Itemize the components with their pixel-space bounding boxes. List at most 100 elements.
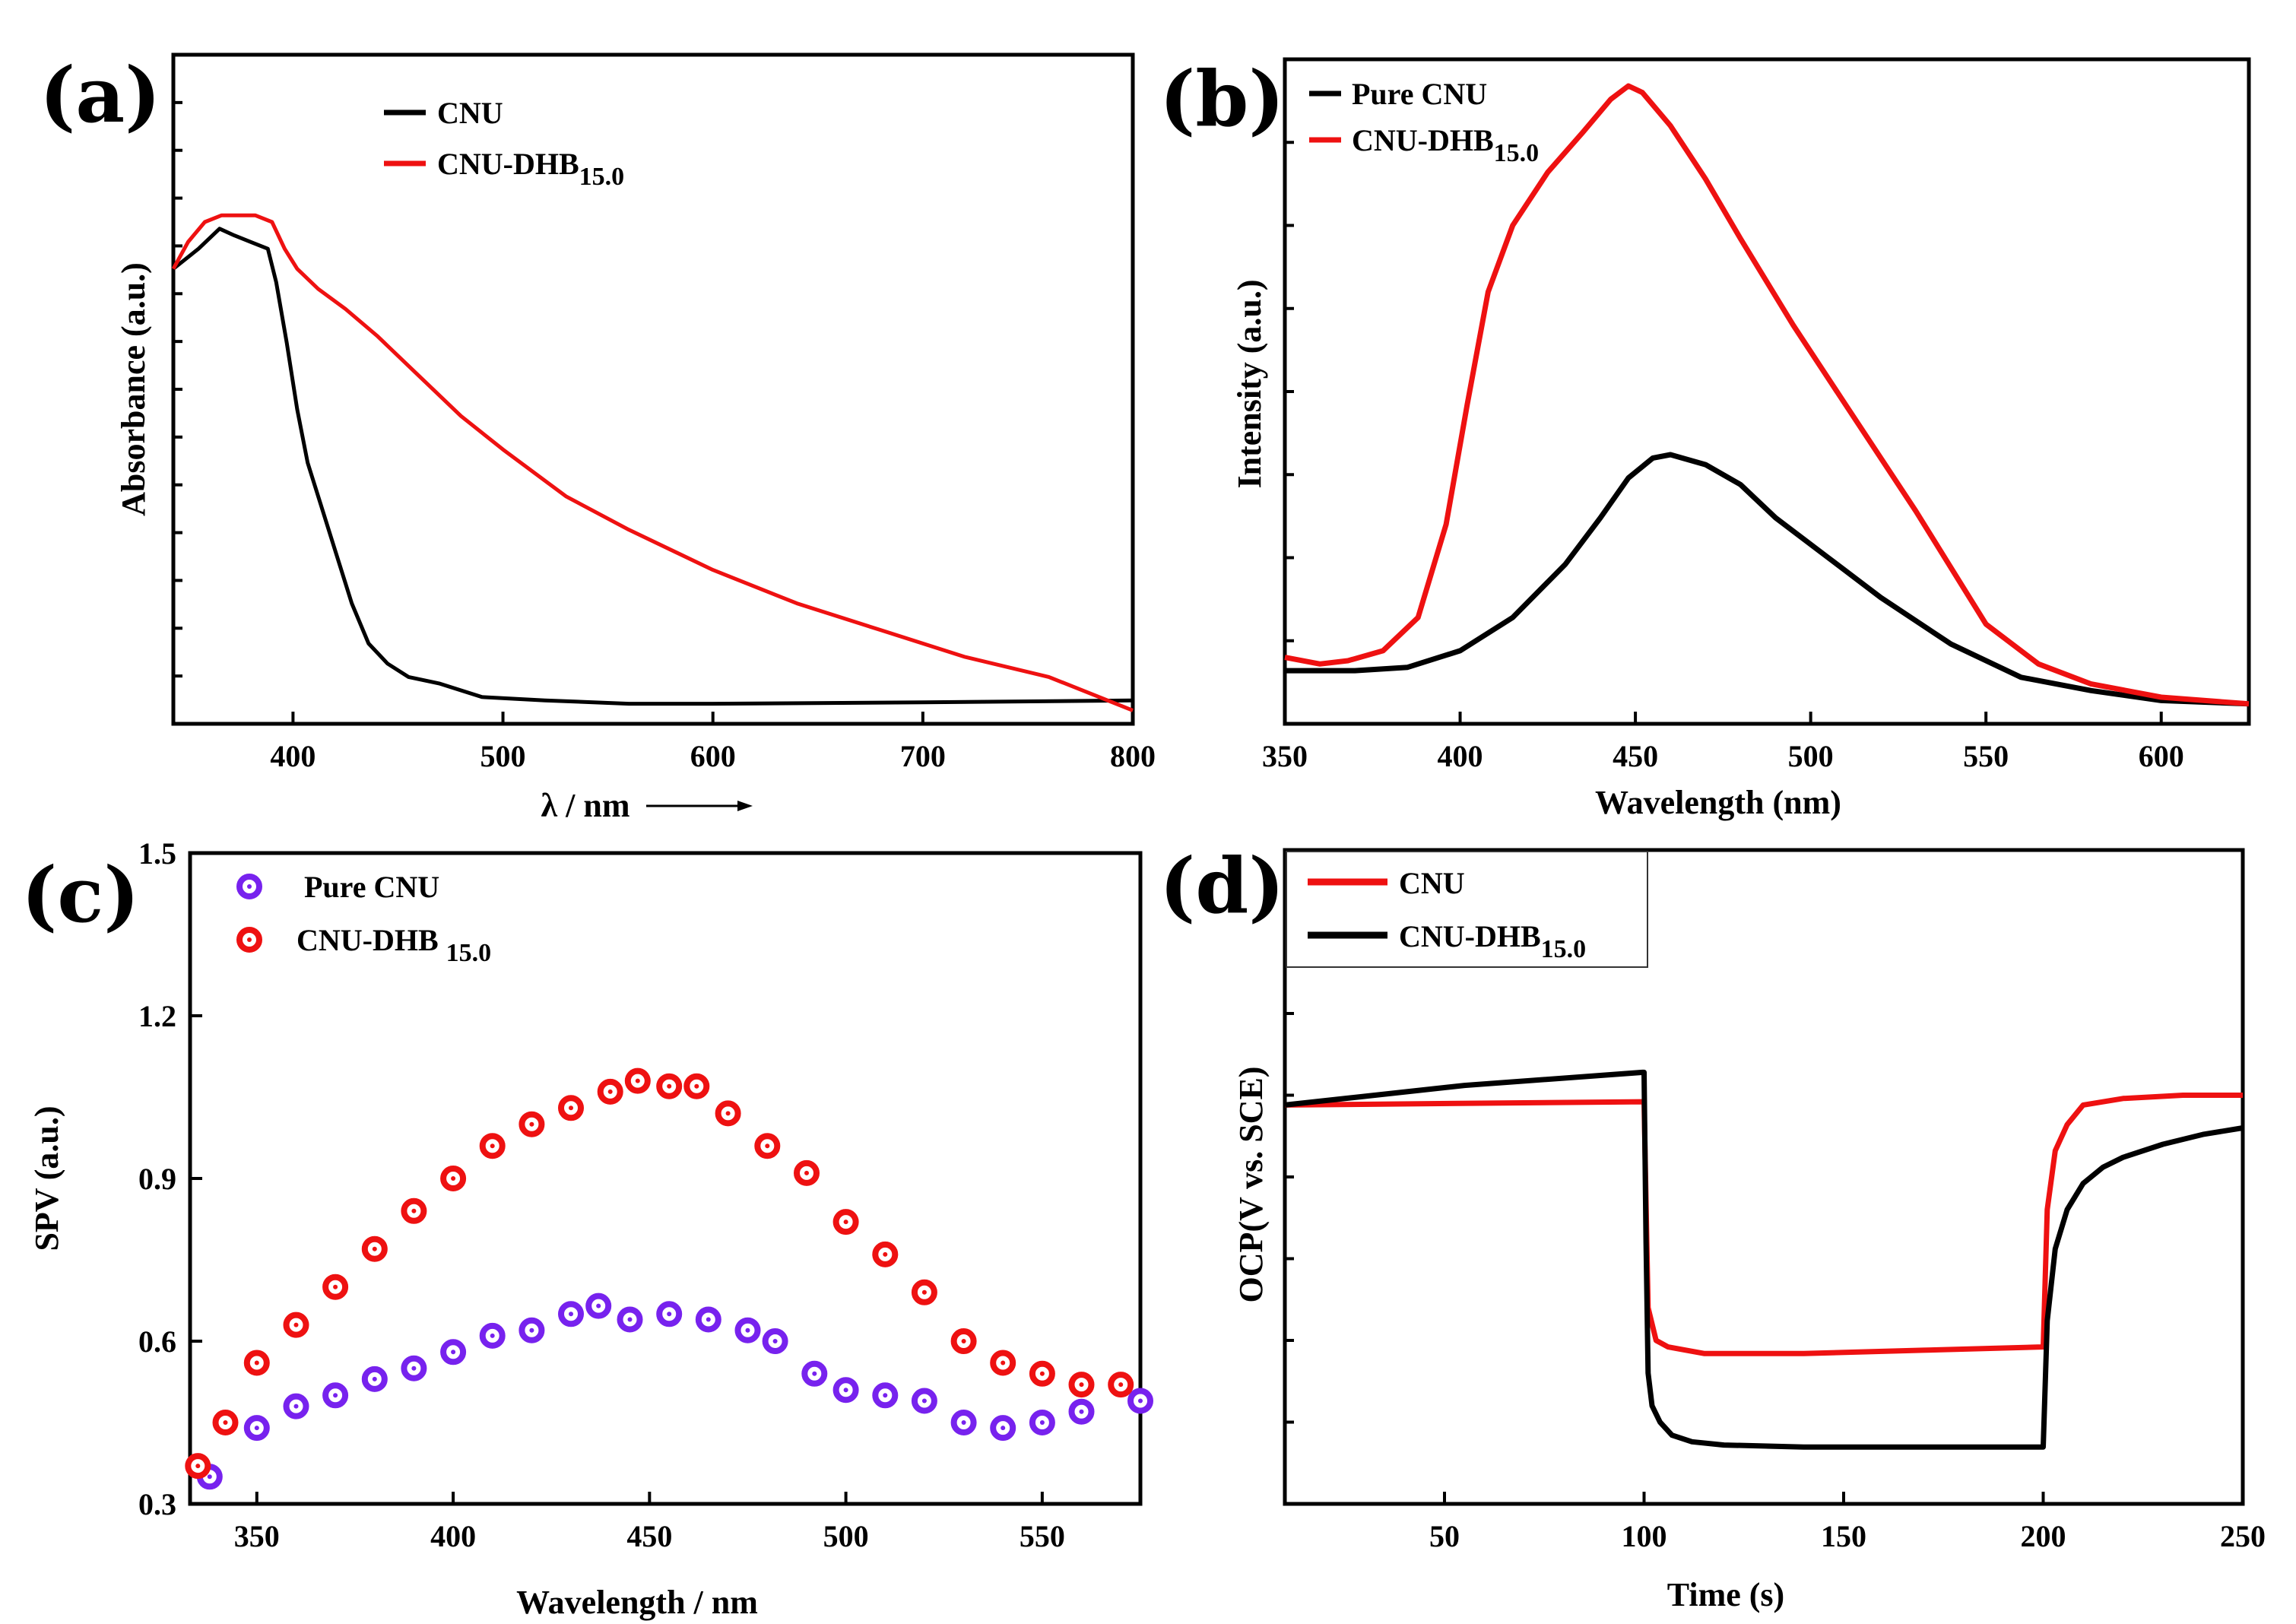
x-tick-label: 500	[480, 739, 526, 773]
data-point-center	[529, 1121, 534, 1127]
panel-label-d: (d)	[1159, 841, 1285, 931]
y-tick-label: 0.9	[138, 1162, 176, 1196]
y-tick-label: 0.6	[138, 1324, 176, 1359]
data-point-center	[490, 1333, 495, 1338]
data-point-center	[921, 1289, 927, 1295]
x-tick-label: 450	[1613, 739, 1658, 773]
y-axis-label: SPV (a.u.)	[28, 1105, 65, 1251]
data-point-center	[883, 1393, 888, 1398]
data-point-center	[569, 1105, 573, 1111]
panel-label-a: (a)	[40, 50, 160, 140]
data-point-center	[529, 1327, 534, 1333]
legend-box	[1286, 851, 1648, 968]
y-tick-label: 1.5	[138, 836, 176, 871]
data-point-center	[921, 1398, 927, 1404]
data-point-center	[254, 1360, 259, 1365]
data-point-center	[254, 1426, 259, 1431]
data-point-center	[207, 1474, 212, 1480]
x-tick-label: 150	[1821, 1519, 1866, 1553]
data-point-center	[706, 1317, 711, 1322]
data-point-center	[372, 1376, 377, 1381]
data-point-center	[772, 1339, 778, 1343]
panel-label-b: (b)	[1159, 54, 1285, 144]
data-point-center	[883, 1251, 888, 1257]
x-tick-label: 250	[2220, 1519, 2266, 1553]
data-point-center	[333, 1393, 338, 1398]
data-point-center	[627, 1317, 633, 1322]
x-tick-label: 550	[1963, 739, 2009, 773]
legend-label-cnu: CNU	[437, 96, 503, 130]
data-point-center	[1001, 1360, 1006, 1365]
plot-frame-a	[171, 52, 1135, 726]
data-point-center	[961, 1339, 966, 1343]
x-tick-label: 100	[1622, 1519, 1667, 1553]
series-line-d-0	[1284, 1093, 2243, 1356]
legend-marker-center	[247, 884, 252, 889]
data-point-center	[411, 1365, 417, 1371]
data-point-center	[596, 1303, 601, 1308]
data-point-center	[569, 1312, 573, 1317]
x-tick-label: 400	[270, 739, 316, 773]
legend-label-pure-cnu: Pure CNU	[1352, 77, 1487, 111]
x-tick-label: 350	[1262, 739, 1308, 773]
data-point-center	[411, 1208, 417, 1213]
x-tick-label: 50	[1429, 1519, 1460, 1553]
x-axis-label: Time (s)	[1667, 1576, 1784, 1613]
legend-label-cnu: CNU	[1399, 866, 1465, 900]
x-axis-arrowhead	[737, 801, 753, 811]
x-tick-label: 700	[900, 739, 946, 773]
x-tick-label: 400	[1438, 739, 1483, 773]
data-point-center	[765, 1143, 770, 1149]
legend-marker-center	[247, 937, 252, 942]
data-point-center	[745, 1327, 750, 1333]
data-point-center	[667, 1312, 672, 1317]
series-line-b-1	[1284, 83, 2250, 707]
data-point-center	[1039, 1371, 1045, 1376]
data-point-center	[1001, 1426, 1006, 1431]
legend-label-dhb: CNU-DHB15.0	[437, 147, 624, 191]
y-tick-label: 1.2	[138, 999, 176, 1033]
data-point-center	[490, 1143, 495, 1149]
x-tick-label: 500	[823, 1519, 869, 1553]
data-point-center	[725, 1111, 731, 1116]
legend-label-dhb: CNU-DHB 15.0	[297, 923, 491, 967]
legend-label-pure-cnu: Pure CNU	[304, 870, 439, 904]
x-tick-label: 600	[2139, 739, 2184, 773]
x-tick-label: 800	[1110, 739, 1156, 773]
data-point-center	[195, 1464, 201, 1469]
legend-label-dhb: CNU-DHB15.0	[1399, 919, 1586, 963]
x-tick-label: 500	[1788, 739, 1834, 773]
x-tick-label: 550	[1020, 1519, 1065, 1553]
data-point-center	[694, 1083, 699, 1089]
y-tick-label: 0.3	[138, 1487, 176, 1521]
x-tick-label: 400	[430, 1519, 476, 1553]
data-point-center	[1079, 1382, 1084, 1388]
data-point-center	[607, 1089, 613, 1094]
data-point-center	[804, 1170, 809, 1175]
data-point-center	[1079, 1409, 1084, 1414]
x-tick-label: 600	[690, 739, 736, 773]
data-point-center	[1138, 1398, 1143, 1404]
y-axis-label: Absorbance (a.u.)	[115, 262, 152, 516]
y-axis-label: OCP(V vs. SCE)	[1232, 1067, 1270, 1303]
series-line-a-0	[172, 227, 1134, 706]
data-point-center	[812, 1371, 817, 1376]
plot-frame-b	[1283, 57, 2251, 726]
data-point-center	[372, 1246, 377, 1251]
data-point-center	[451, 1176, 456, 1181]
data-point-center	[843, 1220, 848, 1225]
data-point-center	[1118, 1382, 1124, 1388]
data-point-center	[293, 1404, 299, 1409]
x-axis-label: Wavelength / nm	[516, 1584, 758, 1621]
data-point-center	[333, 1284, 338, 1289]
data-point-center	[843, 1388, 848, 1393]
x-tick-label: 450	[626, 1519, 672, 1553]
data-point-center	[293, 1322, 299, 1327]
panel-label-c: (c)	[21, 850, 140, 940]
y-axis-label: Intensity (a.u.)	[1231, 279, 1268, 488]
data-point-center	[635, 1078, 640, 1083]
data-point-center	[223, 1420, 228, 1425]
data-point-center	[667, 1083, 672, 1089]
x-tick-label: 350	[234, 1519, 280, 1553]
data-point-center	[961, 1420, 966, 1425]
